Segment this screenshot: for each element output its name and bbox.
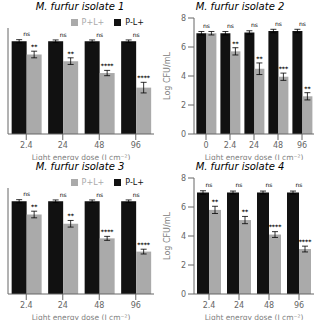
svg-text:8: 8 [181,14,186,23]
svg-text:96: 96 [131,301,141,310]
svg-text:ns: ns [23,190,30,197]
svg-text:**: ** [212,198,219,205]
svg-text:**: ** [68,212,75,219]
svg-text:24: 24 [249,141,259,150]
html-text:M. furfur isolate 1: M. furfur isolate 1 [35,1,125,12]
svg-text:**: ** [31,43,38,50]
svg-text:ns: ns [203,22,210,29]
svg-text:ns: ns [96,191,103,198]
svg-text:96: 96 [297,141,307,150]
svg-text:****: **** [137,74,150,81]
svg-text:****: **** [101,62,114,69]
html-text:M. furfur isolate 3: M. furfur isolate 3 [35,161,125,172]
svg-text:96: 96 [131,141,141,150]
svg-text:6: 6 [181,203,186,212]
svg-text:Light energy dose (J cm⁻²): Light energy dose (J cm⁻²) [32,313,131,320]
svg-text:48: 48 [273,141,283,150]
svg-text:ns: ns [96,31,103,38]
svg-text:ns: ns [60,191,67,198]
svg-text:ns: ns [236,181,243,188]
html-text:M. furfur isolate 4: M. furfur isolate 4 [195,161,285,172]
svg-text:Log CFU/mL: Log CFU/mL [163,212,172,260]
html-text:P-L+: P-L+ [125,178,144,187]
svg-text:2.4: 2.4 [224,141,237,150]
svg-text:24: 24 [234,301,244,310]
svg-text:**: ** [232,40,239,47]
html-text:P-L+: P-L+ [125,18,144,27]
svg-text:0: 0 [181,130,186,139]
svg-text:48: 48 [264,301,274,310]
svg-text:Light energy dose (J cm⁻²): Light energy dose (J cm⁻²) [32,153,131,160]
html-text:P+L+: P+L+ [81,18,105,27]
svg-text:ns: ns [275,20,282,27]
svg-text:2.4: 2.4 [203,301,216,310]
svg-text:48: 48 [94,141,104,150]
svg-text:**: ** [242,208,249,215]
svg-text:ns: ns [299,20,306,27]
svg-text:****: **** [269,223,282,230]
svg-text:96: 96 [294,301,304,310]
svg-text:**: ** [304,85,311,92]
svg-text:0: 0 [181,290,186,299]
svg-text:2.4: 2.4 [20,141,33,150]
html-text:P+L+: P+L+ [81,178,105,187]
svg-text:****: **** [299,238,312,245]
svg-text:****: **** [101,228,114,235]
svg-text:4: 4 [181,232,186,241]
svg-text:2: 2 [181,261,186,270]
html-text:M. furfur isolate 2: M. furfur isolate 2 [195,1,285,12]
svg-text:ns: ns [133,31,140,38]
svg-text:ns: ns [266,181,273,188]
svg-text:2: 2 [181,101,186,110]
svg-text:24: 24 [58,301,68,310]
svg-text:0: 0 [203,141,208,150]
svg-text:***: *** [279,65,289,72]
svg-text:48: 48 [94,301,104,310]
svg-text:ns: ns [227,22,234,29]
svg-text:Light energy dose (J cm⁻²): Light energy dose (J cm⁻²) [205,153,304,160]
svg-text:ns: ns [296,181,303,188]
svg-text:Log CFU/mL: Log CFU/mL [163,52,172,100]
svg-text:ns: ns [60,31,67,38]
svg-text:4: 4 [181,72,186,81]
svg-text:ns: ns [133,191,140,198]
svg-text:24: 24 [58,141,68,150]
svg-text:**: ** [256,55,263,62]
svg-text:ns: ns [251,21,258,28]
svg-text:Light energy dose (J cm⁻²): Light energy dose (J cm⁻²) [205,313,304,320]
svg-text:2.4: 2.4 [20,301,33,310]
svg-text:**: ** [31,203,38,210]
svg-text:6: 6 [181,43,186,52]
svg-text:8: 8 [181,174,186,183]
svg-text:****: **** [137,241,150,248]
svg-text:**: ** [68,50,75,57]
svg-text:ns: ns [206,181,213,188]
svg-text:ns: ns [23,30,30,37]
